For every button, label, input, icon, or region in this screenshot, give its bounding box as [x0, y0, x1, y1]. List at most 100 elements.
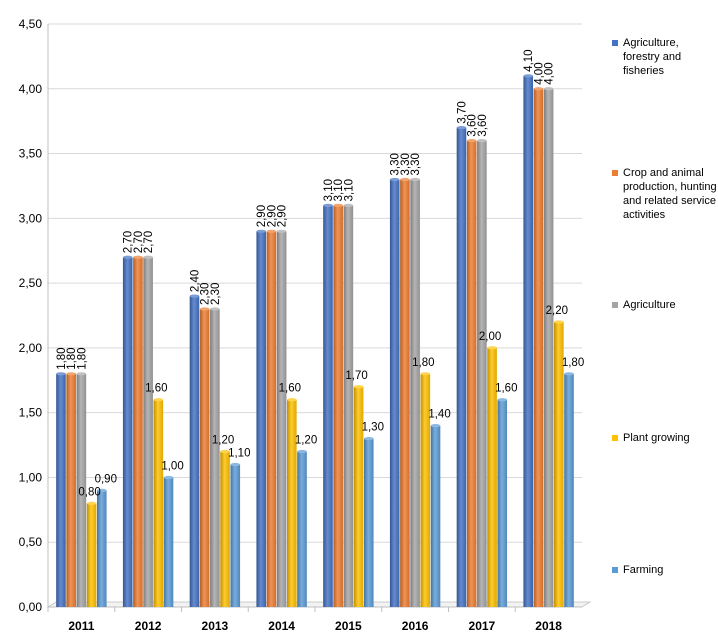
- bar: [389, 179, 400, 607]
- bar: [343, 205, 354, 607]
- bar-cap: [543, 87, 554, 91]
- bar: [163, 477, 174, 607]
- bar-cap: [389, 177, 400, 182]
- legend-swatch: [612, 435, 618, 441]
- data-label: 2,90: [266, 205, 278, 227]
- x-tick-label: 2018: [535, 619, 562, 633]
- data-label: 1,60: [145, 383, 167, 395]
- data-label: 2,30: [200, 283, 212, 305]
- y-tick-label: 0,50: [19, 535, 43, 549]
- y-tick-label: 2,50: [19, 276, 43, 290]
- y-tick-label: 1,50: [19, 406, 43, 420]
- data-label: 3,10: [333, 179, 345, 201]
- bar: [256, 231, 267, 608]
- data-label: 1,10: [228, 447, 250, 459]
- bar-cap: [256, 229, 267, 233]
- data-label: 2,90: [277, 205, 289, 227]
- bar: [466, 140, 477, 607]
- data-label: 1,80: [562, 357, 584, 369]
- bar-cap: [199, 307, 210, 311]
- bar: [287, 399, 297, 607]
- legend-label: Agriculture, forestry and fisheries: [623, 37, 682, 77]
- data-label: 3,10: [343, 179, 355, 201]
- bar: [564, 373, 574, 607]
- bar-cap: [163, 475, 174, 480]
- data-label: 2,20: [546, 305, 568, 317]
- data-label: 1,70: [345, 370, 367, 382]
- bar-cap: [122, 255, 133, 259]
- bar: [56, 373, 66, 607]
- bar: [266, 231, 277, 608]
- x-tick-label: 2016: [402, 619, 429, 633]
- bar-cap: [210, 307, 220, 311]
- legend-label: Agriculture: [623, 299, 676, 311]
- legend-swatch: [612, 40, 618, 46]
- bar: [133, 257, 143, 607]
- x-tick-label: 2017: [469, 619, 496, 633]
- bar: [122, 257, 133, 607]
- legend-item: Agriculture: [612, 298, 718, 312]
- data-label: 3,30: [410, 153, 422, 175]
- bar-cap: [287, 398, 297, 402]
- legend-label: Plant growing: [623, 432, 690, 444]
- bar-cap: [323, 203, 333, 207]
- legend-item: Crop and animal production, hunting and …: [612, 166, 718, 222]
- data-label: 1,80: [56, 347, 68, 369]
- bar-cap: [276, 229, 287, 233]
- legend-item: Agriculture, forestry and fisheries: [612, 36, 718, 78]
- data-label: 1,00: [161, 460, 183, 472]
- data-label: 2,40: [189, 270, 201, 292]
- bar-cap: [56, 372, 66, 376]
- bar: [533, 88, 544, 608]
- bar-cap: [333, 203, 343, 207]
- data-label: 1,20: [212, 435, 234, 447]
- y-tick-label: 2,00: [19, 341, 43, 355]
- bar-cap: [554, 320, 564, 324]
- data-label: 1,60: [279, 383, 301, 395]
- bar: [76, 373, 87, 607]
- bar-cap: [66, 372, 76, 376]
- bar-cap: [189, 294, 200, 298]
- bar-cap: [400, 177, 410, 182]
- data-label: 1,80: [66, 347, 78, 369]
- bar-cap: [564, 372, 574, 376]
- data-label: 3,10: [323, 179, 335, 201]
- legend-swatch: [612, 567, 618, 573]
- data-label: 2,70: [143, 231, 155, 253]
- legend-label: Farming: [623, 564, 664, 576]
- y-tick-label: 1,00: [19, 470, 43, 484]
- bar: [554, 321, 564, 607]
- y-tick-label: 3,50: [19, 147, 43, 161]
- bar-cap: [363, 436, 374, 441]
- legend: Agriculture, forestry and fisheries Crop …: [612, 0, 718, 641]
- bar-cap: [76, 372, 87, 376]
- bar-cap: [153, 398, 164, 402]
- data-label: 4,10: [523, 49, 535, 71]
- bar: [543, 88, 554, 608]
- legend-item: Farming: [612, 563, 718, 577]
- bar: [430, 425, 441, 607]
- y-tick-label: 3,00: [19, 211, 43, 225]
- bar-cap: [230, 462, 241, 467]
- data-label: 1,80: [76, 347, 88, 369]
- bar: [420, 373, 431, 607]
- bar: [143, 257, 153, 607]
- bar: [323, 205, 333, 607]
- bar: [66, 373, 76, 607]
- bar: [153, 399, 164, 607]
- bar-cap: [523, 74, 534, 78]
- legend-swatch: [612, 170, 618, 176]
- bar-cap: [220, 449, 230, 454]
- x-tick-label: 2012: [135, 619, 162, 633]
- data-label: 4,00: [544, 62, 556, 84]
- data-labels: 1,80 2,70 2,40 2,90 3,10 3,30 3,70 4,10 1,80 2,70…: [56, 49, 584, 498]
- bar: [96, 490, 107, 607]
- data-label: 1,20: [295, 435, 317, 447]
- bar-cap: [456, 126, 467, 130]
- bar: [199, 309, 210, 607]
- data-label: 1,60: [495, 383, 517, 395]
- bar-cap: [86, 501, 97, 505]
- bar: [477, 140, 487, 607]
- bar: [456, 127, 467, 608]
